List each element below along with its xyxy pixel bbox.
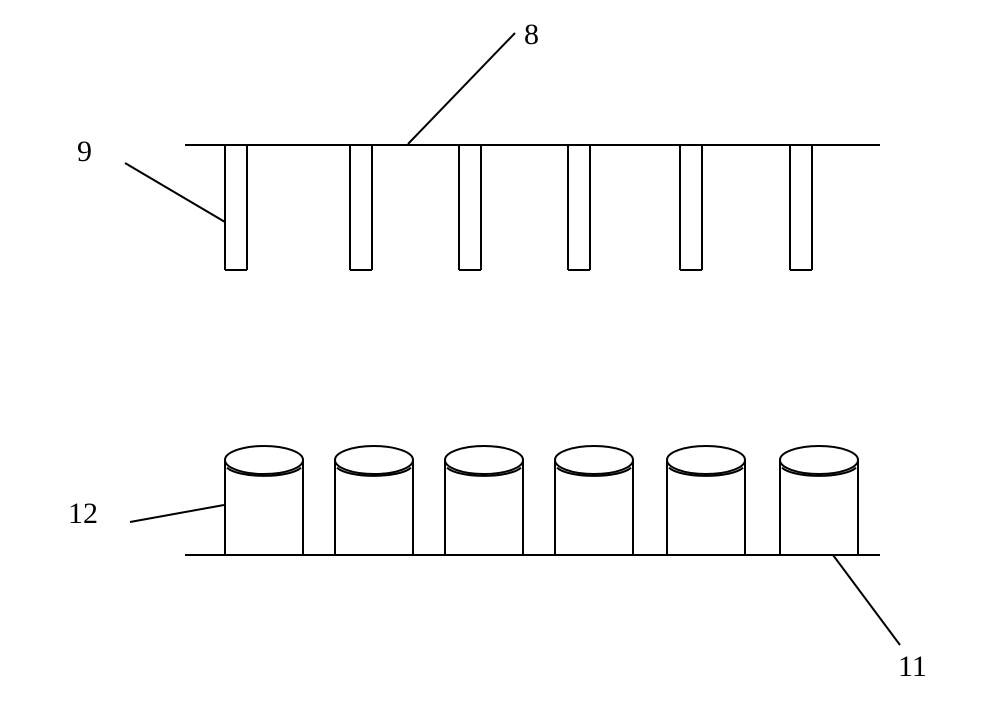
label-11: 11: [898, 650, 927, 684]
label-12: 12: [68, 497, 98, 531]
technical-diagram: [0, 0, 1000, 703]
label-8: 8: [524, 18, 539, 52]
label-9: 9: [77, 135, 92, 169]
